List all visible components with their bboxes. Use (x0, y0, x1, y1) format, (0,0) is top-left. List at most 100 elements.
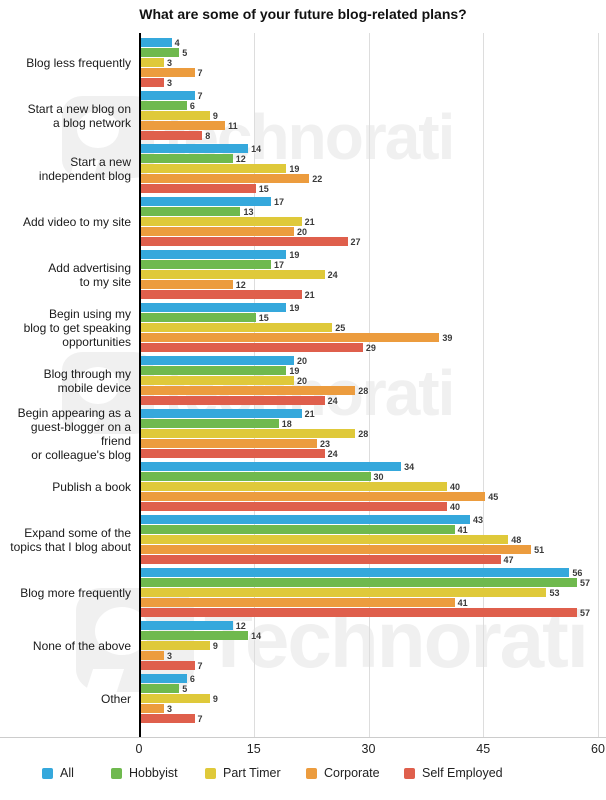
x-axis: 0 15 30 45 60 (0, 742, 606, 758)
bar-line: 15 (141, 184, 606, 194)
bar-value-label: 53 (549, 587, 560, 598)
bar-line: 8 (141, 131, 606, 141)
bar-part-timer (141, 641, 210, 650)
bar-line: 5 (141, 48, 606, 58)
bar-value-label: 25 (335, 322, 346, 333)
category-label: Begin appearing as a guest-blogger on a f… (0, 405, 141, 462)
bar-value-label: 3 (166, 57, 172, 68)
bar-corporate (141, 386, 356, 395)
category-label-line: Blog less frequently (26, 55, 131, 70)
bar-line: 24 (141, 448, 606, 459)
category-label-line: None of the above (32, 638, 131, 653)
bar-group: 56 57 53 41 57 (141, 566, 606, 619)
bar-line: 3 (141, 57, 606, 68)
gridline-45 (483, 33, 485, 737)
category-row: Blog less frequently 4 5 3 7 3 (0, 36, 606, 89)
legend-item-hobbyist: Hobbyist (111, 766, 178, 780)
bar-line: 56 (141, 567, 606, 578)
category-label-line: Other (100, 691, 131, 706)
bar-group: 7 6 9 11 8 (141, 89, 606, 142)
bar-line: 7 (141, 67, 606, 78)
bar-value-label: 20 (297, 355, 308, 366)
x-tick-label: 60 (591, 742, 605, 756)
bar-part-timer (141, 482, 447, 491)
bar-value-label: 7 (197, 67, 203, 78)
bar-hobbyist (141, 631, 249, 640)
gridline-30 (368, 33, 370, 737)
bar-line: 7 (141, 714, 606, 724)
bar-group: 20 19 20 28 24 (141, 354, 606, 407)
bar-value-label: 56 (572, 567, 583, 578)
bar-line: 25 (141, 322, 606, 333)
category-row: Add video to my site 17 13 21 20 27 (0, 195, 606, 248)
bar-value-label: 24 (327, 269, 338, 280)
bar-line: 30 (141, 472, 606, 482)
bar-value-label: 45 (488, 491, 499, 502)
category-label: Add advertising to my site (0, 248, 141, 301)
bar-line: 51 (141, 545, 606, 555)
bar-line: 53 (141, 587, 606, 598)
bar-line: 14 (141, 144, 606, 154)
bar-line: 27 (141, 237, 606, 247)
category-label-line: Begin appearing as a (17, 405, 131, 420)
bar-part-timer (141, 588, 547, 597)
bar-value-label: 20 (297, 375, 308, 386)
category-label-line: mobile device (57, 380, 131, 395)
bar-value-label: 6 (189, 673, 195, 684)
bar-line: 5 (141, 684, 606, 694)
bar-line: 15 (141, 313, 606, 323)
legend-item-all: All (42, 766, 74, 780)
bar-value-label: 24 (327, 395, 338, 406)
bar-line: 40 (141, 501, 606, 512)
bar-all (141, 91, 195, 100)
category-label-line: Blog through my (43, 366, 131, 381)
bar-group: 34 30 40 45 40 (141, 460, 606, 513)
bar-value-label: 43 (472, 514, 483, 525)
bar-line: 20 (141, 355, 606, 366)
category-row: Expand some of the topics that I blog abo… (0, 513, 606, 566)
bar-line: 47 (141, 555, 606, 565)
bar-value-label: 24 (327, 448, 338, 459)
bar-value-label: 7 (197, 90, 203, 101)
bar-value-label: 21 (304, 216, 315, 227)
category-label-line: topics that I blog about (10, 539, 131, 554)
bar-line: 14 (141, 631, 606, 641)
category-row: Start a new blog on a blog network 7 6 9 11 8 (0, 89, 606, 142)
bar-hobbyist (141, 366, 287, 375)
bar-line: 12 (141, 621, 606, 631)
bar-line: 17 (141, 259, 606, 270)
bar-line: 24 (141, 269, 606, 280)
bar-value-label: 19 (289, 163, 300, 174)
legend-item-self-employed: Self Employed (404, 766, 503, 780)
legend-item-corporate: Corporate (306, 766, 380, 780)
bar-self-employed (141, 661, 195, 670)
category-label-line: Publish a book (52, 479, 131, 494)
bar-corporate (141, 439, 317, 448)
bar-value-label: 3 (166, 650, 172, 661)
bar-part-timer (141, 323, 333, 332)
bar-value-label: 40 (450, 501, 461, 512)
bar-line: 24 (141, 395, 606, 406)
category-row: Start a new independent blog 14 12 19 22 15 (0, 142, 606, 195)
bar-value-label: 17 (274, 259, 285, 270)
bar-line: 23 (141, 438, 606, 449)
category-row: Blog through my mobile device 20 19 20 28 24 (0, 354, 606, 407)
bar-hobbyist (141, 578, 578, 587)
bar-line: 40 (141, 482, 606, 492)
bar-hobbyist (141, 313, 256, 322)
legend-swatch-icon (404, 767, 415, 779)
bar-line: 43 (141, 514, 606, 525)
bar-line: 57 (141, 578, 606, 588)
category-label: Publish a book (0, 460, 141, 513)
category-label-line: Start a new blog on (27, 101, 131, 116)
bar-line: 13 (141, 207, 606, 217)
category-label-line: or colleague's blog (31, 447, 131, 462)
bar-line: 34 (141, 462, 606, 472)
bar-value-label: 18 (281, 418, 292, 429)
bar-line: 12 (141, 154, 606, 164)
legend-item-part-timer: Part Timer (205, 766, 281, 780)
bar-value-label: 23 (319, 438, 330, 449)
category-label-line: Expand some of the (24, 525, 131, 540)
